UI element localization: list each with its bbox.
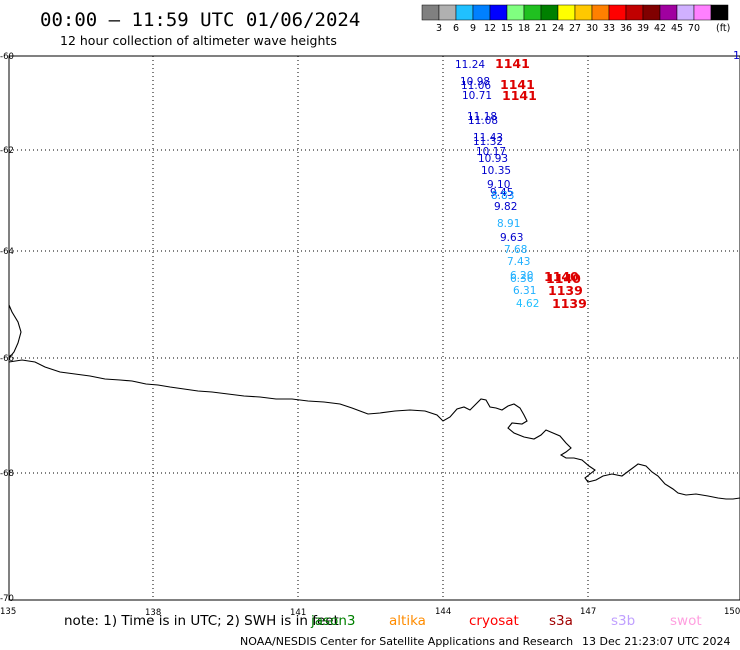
colorbar-tick-label: 9 — [470, 23, 476, 34]
colorbar-swatch — [557, 4, 576, 21]
footer-note: note: 1) Time is in UTC; 2) SWH is in fe… — [64, 613, 339, 629]
longitude-label: 144 — [435, 607, 451, 617]
colorbar-tick-label: 12 — [484, 23, 496, 34]
wave-height-label: 11.32 — [473, 136, 503, 148]
colorbar-swatch — [659, 4, 678, 21]
colorbar-swatch — [676, 4, 695, 21]
colorbar-swatch — [421, 4, 440, 21]
wave-height-label: 10.35 — [481, 165, 511, 177]
colorbar-unit: (ft) — [716, 23, 730, 34]
satellite-legend: jason3 altika cryosat s3a s3b swot — [310, 613, 702, 629]
map-subtitle: 12 hour collection of altimeter wave hei… — [60, 33, 337, 48]
map-frame — [8, 55, 740, 601]
latitude-label: -70 — [0, 594, 14, 604]
colorbar-swatch — [455, 4, 474, 21]
footer-credit: NOAA/NESDIS Center for Satellite Applica… — [240, 635, 573, 648]
colorbar-swatch — [710, 4, 729, 21]
satellite-legend-swot: swot — [670, 613, 702, 629]
pass-time-label: 1139 — [552, 296, 587, 311]
colorbar-swatch — [472, 4, 491, 21]
wave-height-label: 11.18 — [467, 111, 497, 123]
wave-height-label: 9.63 — [500, 232, 523, 244]
latitude-label: -64 — [0, 247, 14, 257]
colorbar-tick-label: 33 — [603, 23, 615, 34]
wave-height-label: 10.98 — [460, 76, 490, 88]
colorbar-swatch — [438, 4, 457, 21]
colorbar-tick-label: 27 — [569, 23, 581, 34]
latitude-labels: -60 -62 -64 -66 -68 -70 — [0, 52, 14, 604]
satellite-legend-s3a: s3a — [549, 613, 573, 629]
colorbar-swatch — [540, 4, 559, 21]
satellite-legend-cryosat: cryosat — [469, 613, 519, 629]
colorbar-tick-label: 42 — [654, 23, 666, 34]
wave-height-label: 10.93 — [478, 153, 508, 165]
wave-height-label: 10.71 — [462, 90, 492, 102]
colorbar-legend: 3 6 9 12 15 18 21 24 27 30 33 36 39 42 45 70 (ft) — [421, 4, 730, 34]
colorbar-swatch — [608, 4, 627, 21]
satellite-legend-s3b: s3b — [611, 613, 635, 629]
pass-time-label: 1141 — [502, 88, 537, 103]
latitude-label: -62 — [0, 146, 14, 156]
colorbar-tick-label: 36 — [620, 23, 632, 34]
latitude-label: -60 — [0, 52, 14, 62]
wave-height-label: 7.43 — [507, 256, 530, 268]
antarctic-coastline — [8, 304, 740, 500]
colorbar-tick-label: 6 — [453, 23, 459, 34]
colorbar-swatch — [591, 4, 610, 21]
edge-observation-label: 1 — [733, 49, 740, 62]
colorbar-swatch — [506, 4, 525, 21]
latitude-label: -66 — [0, 354, 14, 364]
wave-height-label: 6.31 — [513, 285, 536, 297]
colorbar-swatch — [574, 4, 593, 21]
wave-height-label: 8.91 — [497, 218, 520, 230]
wave-height-label: 9.82 — [494, 201, 517, 213]
wave-height-label: 11.08 — [468, 115, 498, 127]
colorbar-tick-label: 30 — [586, 23, 598, 34]
wave-height-label: 6.20 — [510, 270, 533, 282]
pass-time-label: 1140 — [546, 271, 581, 286]
satellite-legend-altika: altika — [389, 613, 426, 629]
colorbar-tick-label: 21 — [535, 23, 547, 34]
wave-height-label: 11.43 — [473, 132, 503, 144]
pass-time-label: 1141 — [500, 77, 535, 92]
colorbar-tick-label: 18 — [518, 23, 530, 34]
pass-time-label: 1140 — [544, 269, 579, 284]
longitude-label: 150 — [724, 607, 740, 617]
wave-height-label: 11.06 — [461, 80, 491, 92]
colorbar-swatch — [642, 4, 661, 21]
colorbar-swatch — [489, 4, 508, 21]
wave-height-label: 9.45 — [490, 187, 513, 199]
wave-height-label: 7.68 — [504, 244, 527, 256]
colorbar-tick-label: 70 — [688, 23, 700, 34]
wave-height-label: 10.17 — [476, 146, 506, 158]
map-title: 00:00 – 11:59 UTC 01/06/2024 — [40, 9, 360, 31]
colorbar-swatch — [693, 4, 712, 21]
colorbar-tick-label: 45 — [671, 23, 683, 34]
pass-time-label: 1139 — [548, 283, 583, 298]
latitude-label: -68 — [0, 469, 14, 479]
footer-timestamp: 13 Dec 21:23:07 UTC 2024 — [582, 635, 730, 648]
pass-time-label: 1141 — [495, 56, 530, 71]
colorbar-tick-label: 15 — [501, 23, 513, 34]
wave-height-label: 4.62 — [516, 298, 539, 310]
longitude-label: 147 — [580, 607, 596, 617]
wave-height-label: 6.36 — [510, 273, 534, 285]
longitude-label: 138 — [145, 608, 161, 618]
colorbar-tick-label: 24 — [552, 23, 564, 34]
longitude-label: 135 — [0, 607, 16, 617]
longitude-labels: 135 138 141 144 147 150 — [0, 607, 740, 618]
colorbar-swatch — [625, 4, 644, 21]
wave-height-label: 8.83 — [491, 190, 514, 202]
colorbar-tick-label: 3 — [436, 23, 442, 34]
satellite-legend-jason3: jason3 — [310, 613, 355, 629]
wave-height-label: 11.24 — [455, 59, 485, 71]
wave-height-label: 9.10 — [487, 179, 510, 191]
colorbar-tick-label: 39 — [637, 23, 649, 34]
colorbar-swatch — [523, 4, 542, 21]
longitude-label: 141 — [290, 608, 306, 618]
graticule — [9, 56, 740, 600]
